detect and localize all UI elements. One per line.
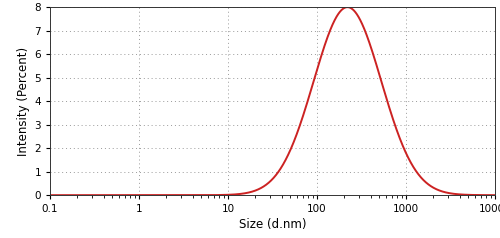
Y-axis label: Intensity (Percent): Intensity (Percent): [17, 47, 30, 156]
X-axis label: Size (d.nm): Size (d.nm): [239, 218, 306, 231]
